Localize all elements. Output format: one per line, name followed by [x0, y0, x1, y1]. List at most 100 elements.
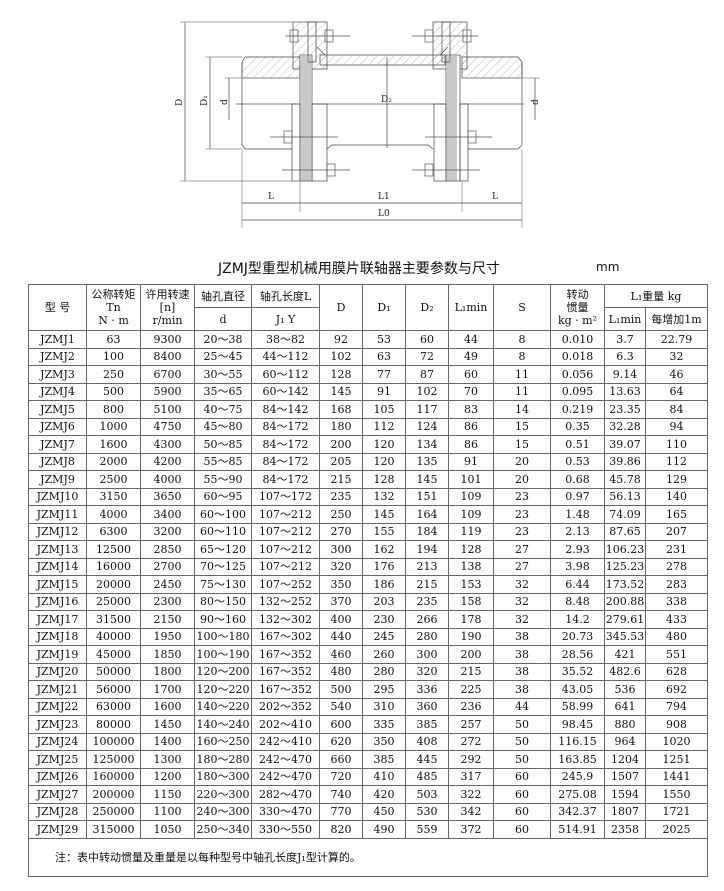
table-cell: 530	[405, 802, 449, 821]
table-cell: 322	[448, 785, 494, 804]
table-cell: 40000	[86, 627, 141, 646]
table-cell: 213	[405, 557, 449, 576]
table-cell: 0.056	[550, 365, 605, 384]
table-cell: 345.53	[604, 627, 646, 646]
table-cell: 2850	[140, 540, 195, 559]
header-bore-len-sub: J₁ Y	[251, 307, 320, 331]
table-cell: 317	[448, 767, 494, 786]
table-cell: 330～470	[251, 802, 320, 821]
table-cell: 87.65	[604, 522, 646, 541]
table-cell: 320	[405, 662, 449, 681]
table-row: JZMJ26 160000 1200 180～300 242～470 720 410 485 3…	[28, 767, 709, 786]
table-cell: 350	[362, 732, 406, 751]
table-cell: JZMJ11	[28, 505, 87, 524]
table-row: JZMJ23 80000 1450 140～240 202～410 600 335 385 25…	[28, 715, 709, 734]
table-cell: 315000	[86, 820, 141, 839]
table-cell: 60	[448, 365, 494, 384]
table-cell: 300	[405, 645, 449, 664]
table-cell: 23	[493, 522, 551, 541]
header-torque: 公称转矩 Tn N · m	[86, 284, 141, 331]
table-cell: 410	[362, 767, 406, 786]
table-cell: 80～150	[194, 592, 252, 611]
table-cell: JZMJ29	[28, 820, 87, 839]
table-cell: 514.91	[550, 820, 605, 839]
table-cell: 128	[448, 540, 494, 559]
table-cell: 215	[319, 470, 363, 489]
table-cell: 6700	[140, 365, 195, 384]
table-cell: 559	[405, 820, 449, 839]
table-cell: 770	[319, 802, 363, 821]
table-cell: 280	[362, 662, 406, 681]
table-cell: 109	[448, 505, 494, 524]
table-cell: 46	[644, 365, 709, 384]
table-cell: 60～100	[194, 505, 252, 524]
table-cell: 20	[493, 470, 551, 489]
table-cell: 44	[448, 330, 494, 349]
table-cell: 236	[448, 697, 494, 716]
table-cell: 8	[493, 330, 551, 349]
table-cell: 60～95	[194, 487, 252, 506]
table-cell: JZMJ17	[28, 610, 87, 629]
table-cell: JZMJ8	[28, 452, 87, 471]
table-cell: 335	[362, 715, 406, 734]
header-weight-per-m: 每增加1m	[644, 307, 709, 331]
table-cell: JZMJ21	[28, 680, 87, 699]
table-cell: 1950	[140, 627, 195, 646]
table-cell: 280	[405, 627, 449, 646]
table-cell: 83	[448, 400, 494, 419]
table-cell: 74.09	[604, 505, 646, 524]
label-D2: D₂	[381, 95, 392, 105]
table-cell: 433	[644, 610, 709, 629]
table-cell: 90～160	[194, 610, 252, 629]
table-cell: 75～130	[194, 575, 252, 594]
table-cell: 120	[362, 452, 406, 471]
table-cell: 536	[604, 680, 646, 699]
table-cell: 0.53	[550, 452, 605, 471]
table-cell: 27	[493, 557, 551, 576]
table-cell: 350	[319, 575, 363, 594]
table-cell: 125000	[86, 750, 141, 769]
table-cell: 440	[319, 627, 363, 646]
table-cell: 119	[448, 522, 494, 541]
table-cell: 1600	[140, 697, 195, 716]
table-cell: 84～142	[251, 400, 320, 419]
table-cell: 3.7	[604, 330, 646, 349]
table-cell: 250	[86, 365, 141, 384]
table-cell: 1150	[140, 785, 195, 804]
table-cell: 360	[405, 697, 449, 716]
table-cell: 125.23	[604, 557, 646, 576]
table-cell: 20000	[86, 575, 141, 594]
table-cell: 63000	[86, 697, 141, 716]
table-cell: 482.6	[604, 662, 646, 681]
table-row: JZMJ16 25000 2300 80～150 132～252 370 203 235 158…	[28, 592, 709, 611]
table-cell: 480	[644, 627, 709, 646]
table-cell: 117	[405, 400, 449, 419]
table-cell: 250	[319, 505, 363, 524]
table-cell: 102	[319, 347, 363, 366]
table-row: JZMJ28 250000 1100 240～300 330～470 770 450 530 3…	[28, 802, 709, 821]
header-bore-dia: 轴孔直径	[194, 284, 252, 308]
table-cell: 23	[493, 505, 551, 524]
table-cell: JZMJ18	[28, 627, 87, 646]
table-row: JZMJ21 56000 1700 120～220 167～352 500 295 336 22…	[28, 680, 709, 699]
header-inertia: 转动 惯量 kg · m²	[550, 284, 605, 331]
table-cell: 176	[362, 557, 406, 576]
table-cell: 0.095	[550, 382, 605, 401]
table-cell: 628	[644, 662, 709, 681]
table-cell: 283	[644, 575, 709, 594]
table-cell: 35.52	[550, 662, 605, 681]
table-cell: 38	[493, 680, 551, 699]
table-cell: 70	[448, 382, 494, 401]
table-row: JZMJ25 125000 1300 180～280 242～470 660 385 445 2…	[28, 750, 709, 769]
table-row: JZMJ10 3150 3650 60～95 107～172 235 132 151 109 23…	[28, 487, 709, 506]
table-cell: 200.88	[604, 592, 646, 611]
label-D1: D₁	[200, 95, 210, 106]
table-cell: 44	[493, 697, 551, 716]
table-cell: JZMJ10	[28, 487, 87, 506]
table-cell: JZMJ23	[28, 715, 87, 734]
table-cell: 235	[405, 592, 449, 611]
table-cell: 408	[405, 732, 449, 751]
table-cell: 1251	[644, 750, 709, 769]
table-cell: 86	[448, 417, 494, 436]
table-cell: 503	[405, 785, 449, 804]
